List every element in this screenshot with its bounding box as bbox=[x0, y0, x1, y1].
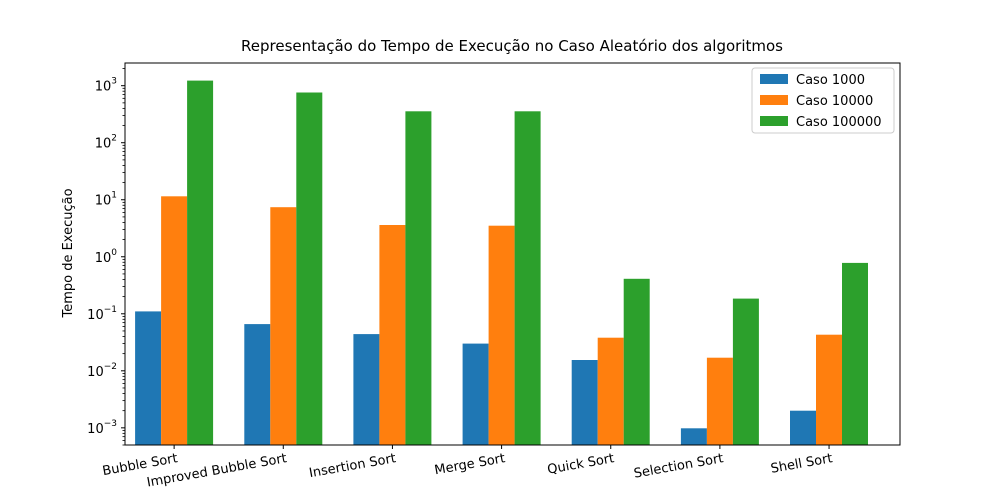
y-tick-label: 10−3 bbox=[87, 419, 117, 437]
legend-swatch bbox=[760, 95, 788, 105]
legend-label: Caso 100000 bbox=[796, 115, 882, 130]
legend-label: Caso 10000 bbox=[796, 94, 873, 109]
legend-swatch bbox=[760, 74, 788, 84]
bar-caso-100000-bubble-sort bbox=[187, 80, 214, 445]
bar-caso-1000-insertion-sort bbox=[353, 334, 380, 445]
x-tick-label: Quick Sort bbox=[546, 451, 615, 478]
bar-caso-1000-bubble-sort bbox=[135, 311, 162, 445]
legend-label: Caso 1000 bbox=[796, 73, 865, 88]
bar-caso-10000-insertion-sort bbox=[379, 225, 406, 445]
y-tick-label: 103 bbox=[95, 77, 117, 95]
bar-caso-10000-bubble-sort bbox=[161, 196, 188, 445]
y-tick-label: 100 bbox=[95, 248, 118, 266]
bar-caso-100000-selection-sort bbox=[732, 298, 759, 445]
chart-title: Representação do Tempo de Execução no Ca… bbox=[241, 37, 783, 55]
x-tick-label: Selection Sort bbox=[633, 451, 725, 482]
y-tick-label: 10−1 bbox=[87, 305, 117, 323]
bar-caso-100000-quick-sort bbox=[623, 278, 650, 445]
y-tick-label: 102 bbox=[95, 134, 117, 152]
y-tick-label: 10−2 bbox=[87, 362, 117, 380]
bar-caso-100000-merge-sort bbox=[514, 111, 541, 446]
bars-layer bbox=[135, 80, 868, 446]
legend: Caso 1000 Caso 10000 Caso 100000 bbox=[751, 67, 895, 134]
bar-caso-100000-improved-bubble-sort bbox=[296, 92, 323, 445]
x-tick-label: Shell Sort bbox=[770, 451, 834, 477]
x-tick-label: Merge Sort bbox=[433, 451, 506, 478]
bar-caso-1000-selection-sort bbox=[680, 428, 707, 445]
bar-caso-100000-shell-sort bbox=[842, 262, 868, 445]
y-axis: 10−3 10−2 10−1 100 101 102 103 bbox=[87, 68, 125, 446]
bar-caso-1000-merge-sort bbox=[462, 343, 489, 445]
bar-caso-1000-quick-sort bbox=[571, 360, 598, 445]
y-axis-label: Tempo de Execução bbox=[61, 188, 76, 318]
bar-caso-10000-shell-sort bbox=[816, 334, 842, 445]
bar-caso-100000-insertion-sort bbox=[405, 111, 432, 446]
bar-caso-10000-selection-sort bbox=[706, 357, 733, 445]
bar-caso-1000-shell-sort bbox=[790, 410, 816, 445]
legend-swatch bbox=[760, 116, 788, 126]
plot-frame bbox=[124, 62, 901, 446]
y-tick-label: 101 bbox=[95, 191, 117, 209]
bar-caso-10000-quick-sort bbox=[597, 337, 624, 445]
bar-caso-10000-improved-bubble-sort bbox=[270, 207, 297, 445]
bar-caso-10000-merge-sort bbox=[488, 225, 515, 445]
x-tick-label: Insertion Sort bbox=[308, 451, 397, 481]
bar-caso-1000-improved-bubble-sort bbox=[244, 324, 271, 445]
